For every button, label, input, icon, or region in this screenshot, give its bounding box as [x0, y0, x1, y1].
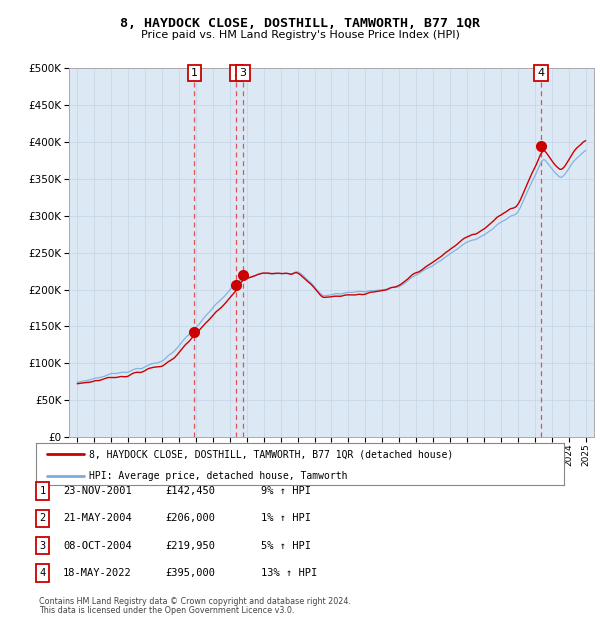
Text: 8, HAYDOCK CLOSE, DOSTHILL, TAMWORTH, B77 1QR: 8, HAYDOCK CLOSE, DOSTHILL, TAMWORTH, B7…	[120, 17, 480, 30]
Text: 9% ↑ HPI: 9% ↑ HPI	[261, 486, 311, 496]
Text: 23-NOV-2001: 23-NOV-2001	[63, 486, 132, 496]
Text: 3: 3	[239, 68, 247, 78]
Text: 13% ↑ HPI: 13% ↑ HPI	[261, 568, 317, 578]
Text: £206,000: £206,000	[165, 513, 215, 523]
Text: 21-MAY-2004: 21-MAY-2004	[63, 513, 132, 523]
Text: 8, HAYDOCK CLOSE, DOSTHILL, TAMWORTH, B77 1QR (detached house): 8, HAYDOCK CLOSE, DOSTHILL, TAMWORTH, B7…	[89, 450, 453, 459]
Text: £219,950: £219,950	[165, 541, 215, 551]
Text: £395,000: £395,000	[165, 568, 215, 578]
Text: 2: 2	[40, 513, 46, 523]
Text: 2: 2	[233, 68, 240, 78]
Text: 3: 3	[40, 541, 46, 551]
Text: 18-MAY-2022: 18-MAY-2022	[63, 568, 132, 578]
Text: 1: 1	[191, 68, 198, 78]
Text: 4: 4	[40, 568, 46, 578]
Text: HPI: Average price, detached house, Tamworth: HPI: Average price, detached house, Tamw…	[89, 471, 347, 480]
Text: 5% ↑ HPI: 5% ↑ HPI	[261, 541, 311, 551]
Text: £142,450: £142,450	[165, 486, 215, 496]
Text: 08-OCT-2004: 08-OCT-2004	[63, 541, 132, 551]
Text: Contains HM Land Registry data © Crown copyright and database right 2024.: Contains HM Land Registry data © Crown c…	[39, 597, 351, 606]
Text: 1: 1	[40, 486, 46, 496]
Text: 1% ↑ HPI: 1% ↑ HPI	[261, 513, 311, 523]
Text: This data is licensed under the Open Government Licence v3.0.: This data is licensed under the Open Gov…	[39, 606, 295, 615]
Text: Price paid vs. HM Land Registry's House Price Index (HPI): Price paid vs. HM Land Registry's House …	[140, 30, 460, 40]
Text: 4: 4	[538, 68, 545, 78]
